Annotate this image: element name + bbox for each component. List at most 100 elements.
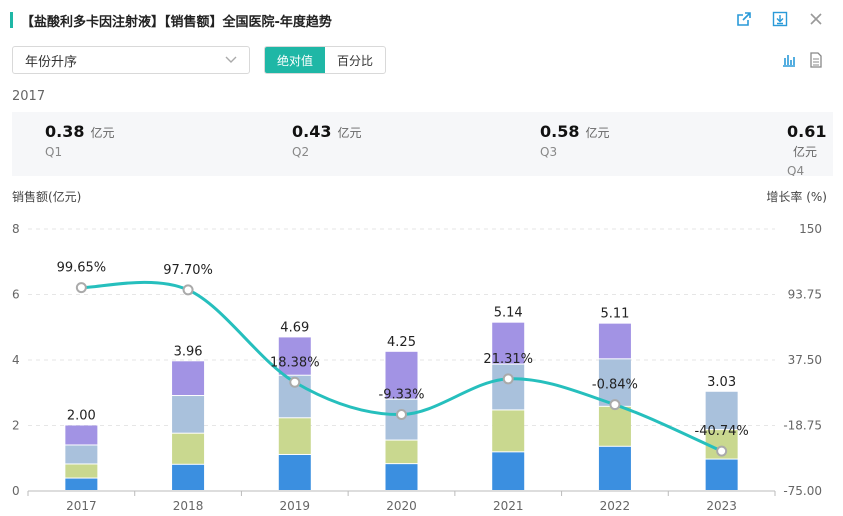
- quarter-unit: 亿元: [793, 145, 818, 159]
- quarter-value: 0.58: [540, 122, 580, 141]
- quarter-unit: 亿元: [90, 126, 115, 140]
- total-label: 3.96: [174, 344, 203, 359]
- bar-segment: [385, 464, 418, 490]
- bar-segment: [492, 364, 525, 410]
- quarter-unit: 亿元: [337, 126, 362, 140]
- growth-point: [182, 284, 194, 296]
- bar-segment: [598, 406, 631, 446]
- growth-label: -0.84%: [592, 378, 638, 393]
- bar-segment: [172, 464, 205, 490]
- quarter-card[interactable]: 0.43 亿元 Q2: [292, 122, 362, 159]
- growth-point: [716, 445, 728, 457]
- total-label: 5.14: [494, 306, 523, 321]
- bar-segment: [705, 459, 738, 490]
- y-tick-label: 8: [12, 222, 20, 236]
- quarter-unit: 亿元: [585, 126, 610, 140]
- y2-tick-label: 93.75: [788, 288, 822, 302]
- y2-tick-label: 37.50: [788, 353, 822, 367]
- bar-segment: [705, 391, 738, 430]
- quarter-card[interactable]: 0.61 亿元 Q4: [787, 122, 833, 176]
- quarter-label: Q1: [45, 145, 63, 159]
- quarter-card[interactable]: 0.38 亿元 Q1: [45, 122, 115, 159]
- bar-segment: [598, 359, 631, 406]
- quarter-value: 0.38: [45, 122, 85, 141]
- window-actions: [735, 10, 825, 28]
- y2-tick-label: -18.75: [783, 419, 822, 433]
- download-icon[interactable]: [771, 10, 789, 28]
- growth-line: [81, 280, 723, 453]
- bar-segment: [598, 446, 631, 490]
- quarter-value: 0.61: [787, 122, 827, 141]
- mode-toggle: 绝对值 百分比: [264, 46, 387, 74]
- absolute-value-button[interactable]: 绝对值: [265, 47, 326, 73]
- percentage-button[interactable]: 百分比: [337, 53, 374, 68]
- y-axis-title: 销售额(亿元): [12, 190, 82, 204]
- growth-label: 21.31%: [483, 352, 533, 367]
- total-label: 4.25: [387, 335, 416, 350]
- title-accent-bar: [10, 12, 13, 28]
- bar-segment: [385, 399, 418, 440]
- y2-axis-title: 增长率 (%): [766, 190, 827, 204]
- bar-segment: [385, 440, 418, 464]
- quarter-label: Q4: [787, 164, 805, 176]
- open-external-icon[interactable]: [735, 10, 753, 28]
- total-label: 2.00: [67, 409, 96, 424]
- bar-segment: [278, 337, 311, 375]
- total-label: 3.03: [707, 375, 736, 390]
- title-bar: 【盐酸利多卡因注射液】【销售额】全国医院-年度趋势: [10, 8, 332, 32]
- quarter-label: Q2: [292, 145, 310, 159]
- growth-label: 18.38%: [270, 355, 320, 370]
- total-label: 4.69: [280, 320, 309, 335]
- x-tick-label: 2023: [706, 499, 737, 513]
- quarter-value: 0.43: [292, 122, 332, 141]
- x-tick-label: 2019: [280, 499, 311, 513]
- y-tick-label: 0: [12, 484, 20, 498]
- bar-segment: [598, 323, 631, 359]
- close-icon[interactable]: [807, 10, 825, 28]
- bar-segment: [65, 464, 98, 478]
- bar-segment: [65, 445, 98, 464]
- sort-select[interactable]: 年份升序: [12, 46, 250, 74]
- bar-segment: [65, 478, 98, 490]
- growth-point: [289, 376, 301, 388]
- bar-chart-icon[interactable]: [781, 52, 797, 72]
- y2-tick-label: -75.00: [783, 484, 822, 498]
- growth-label: -9.33%: [379, 388, 425, 403]
- x-tick-label: 2017: [66, 499, 97, 513]
- bar-segment: [278, 454, 311, 490]
- bar-segment: [172, 433, 205, 464]
- bar-segment: [172, 361, 205, 396]
- growth-label: 97.70%: [163, 263, 213, 278]
- growth-label: 99.65%: [57, 261, 107, 276]
- growth-label: -40.74%: [695, 424, 749, 439]
- growth-point: [609, 399, 621, 411]
- bar-segment: [65, 425, 98, 445]
- bar-segment: [705, 430, 738, 459]
- y2-tick-label: 150: [799, 222, 822, 236]
- quarter-label: Q3: [540, 145, 558, 159]
- bar-segment: [278, 375, 311, 418]
- bar-segment: [492, 410, 525, 452]
- bar-segment: [492, 322, 525, 364]
- bar-segment: [172, 396, 205, 433]
- page-title: 【盐酸利多卡因注射液】【销售额】全国医院-年度趋势: [21, 14, 332, 30]
- y-tick-label: 4: [12, 353, 20, 367]
- quarter-card[interactable]: 0.58 亿元 Q3: [540, 122, 610, 159]
- bar-segment: [492, 452, 525, 490]
- sort-select-value: 年份升序: [25, 54, 78, 70]
- y-tick-label: 2: [12, 419, 20, 433]
- total-label: 5.11: [600, 307, 629, 322]
- selected-year: 2017: [12, 89, 46, 104]
- table-view-icon[interactable]: [809, 52, 823, 72]
- y-tick-label: 6: [12, 288, 20, 302]
- toolbar: 年份升序 绝对值 百分比: [12, 46, 387, 74]
- chevron-down-icon: [225, 56, 237, 63]
- x-tick-label: 2021: [493, 499, 524, 513]
- growth-point: [502, 373, 514, 385]
- x-tick-label: 2020: [386, 499, 417, 513]
- bar-segment: [278, 418, 311, 454]
- x-tick-label: 2022: [600, 499, 631, 513]
- x-tick-label: 2018: [173, 499, 204, 513]
- bar-segment: [385, 351, 418, 399]
